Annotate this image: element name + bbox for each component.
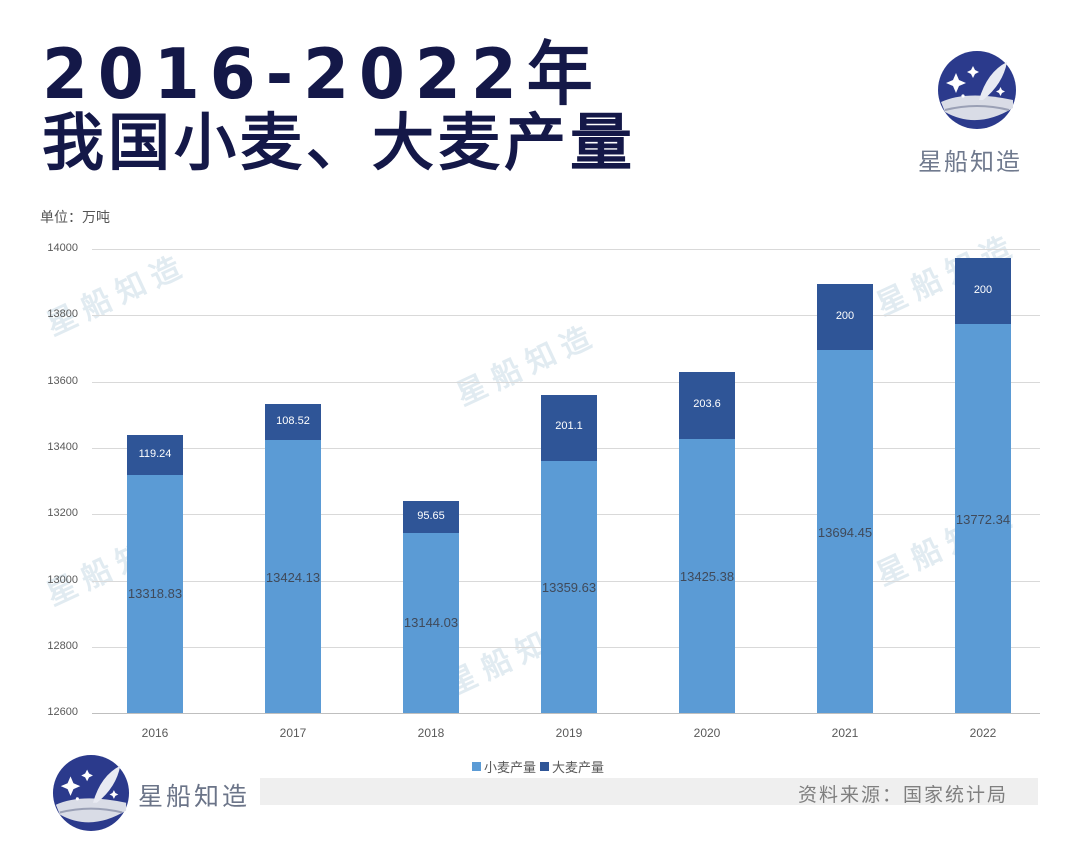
wheat-value: 13424.13: [265, 570, 321, 585]
bar-2017[interactable]: 108.52 13424.13: [265, 404, 321, 713]
barley-value: 95.65: [417, 510, 445, 522]
bar-2020[interactable]: 203.6 13425.38: [679, 372, 735, 713]
y-tick: 13600: [47, 375, 78, 387]
y-tick: 12800: [47, 640, 78, 652]
wheat-value: 13359.63: [541, 580, 597, 595]
data-source: 资料来源：国家统计局: [797, 784, 1008, 806]
wheat-segment: [403, 533, 459, 713]
wheat-segment: [265, 440, 321, 713]
y-tick: 14000: [47, 242, 78, 254]
barley-value: 201.1: [555, 420, 583, 432]
brand-name-bottom: 星船知造: [138, 782, 251, 811]
x-tick: 2016: [141, 726, 169, 740]
barley-segment: [403, 501, 459, 533]
wheat-value: 13694.45: [817, 525, 873, 540]
wheat-value: 13144.03: [403, 615, 459, 630]
wheat-segment: [679, 439, 735, 713]
gridline: [92, 382, 1040, 383]
legend-item-barley[interactable]: 大麦产量: [540, 757, 604, 776]
wheat-value: 13772.34: [955, 512, 1011, 527]
x-tick: 2019: [555, 726, 583, 740]
bar-2018[interactable]: 95.65 13144.03: [403, 501, 459, 713]
wheat-segment: [955, 324, 1011, 713]
legend-item-wheat[interactable]: 小麦产量: [472, 757, 536, 776]
barley-segment: [955, 258, 1011, 324]
barley-segment: [817, 284, 873, 350]
gridline: [92, 249, 1040, 250]
y-tick: 13800: [47, 308, 78, 320]
wheat-segment: [127, 475, 183, 713]
chart-legend: 小麦产量 大麦产量: [472, 757, 604, 776]
brand-logo-icon: [938, 51, 1016, 129]
barley-value: 203.6: [693, 398, 721, 410]
brand-name-top: 星船知造: [918, 148, 1022, 176]
unit-label: 单位：万吨: [40, 210, 110, 226]
x-tick: 2022: [969, 726, 997, 740]
title-line-1: 2016-2022年: [42, 33, 603, 115]
barley-segment: [679, 372, 735, 439]
x-axis-line: [92, 713, 1040, 714]
legend-label: 大麦产量: [552, 761, 605, 776]
wheat-segment: [817, 350, 873, 713]
gridline: [92, 315, 1040, 316]
wheat-segment: [541, 461, 597, 713]
brand-logo-icon: [52, 754, 130, 832]
page-title: 2016-2022年 我国小麦、大麦产量: [42, 33, 637, 179]
legend-label: 小麦产量: [484, 761, 537, 776]
barley-value: 200: [973, 284, 993, 296]
y-tick: 13400: [47, 441, 78, 453]
bar-2019[interactable]: 201.1 13359.63: [541, 395, 597, 713]
wheat-value: 13318.83: [127, 586, 183, 601]
barley-segment: [127, 435, 183, 475]
y-tick: 13200: [47, 507, 78, 519]
y-tick: 13000: [47, 574, 78, 586]
legend-swatch-icon: [540, 762, 550, 771]
x-tick: 2021: [831, 726, 859, 740]
wheat-value: 13425.38: [679, 569, 735, 584]
title-line-2: 我国小麦、大麦产量: [42, 106, 637, 179]
barley-value: 200: [835, 310, 855, 322]
legend-swatch-icon: [472, 762, 481, 771]
y-tick: 12600: [47, 706, 78, 718]
barley-value: 119.24: [138, 448, 172, 460]
x-tick: 2018: [417, 726, 445, 740]
bar-2021[interactable]: 200 13694.45: [817, 284, 873, 713]
x-tick: 2020: [693, 726, 721, 740]
bar-2022[interactable]: 200 13772.34: [955, 258, 1011, 713]
x-tick: 2017: [279, 726, 307, 740]
footer-bar: [260, 778, 1038, 805]
barley-value: 108.52: [276, 415, 310, 427]
barley-segment: [541, 395, 597, 461]
bar-2016[interactable]: 119.24 13318.83: [127, 435, 183, 713]
barley-segment: [265, 404, 321, 440]
